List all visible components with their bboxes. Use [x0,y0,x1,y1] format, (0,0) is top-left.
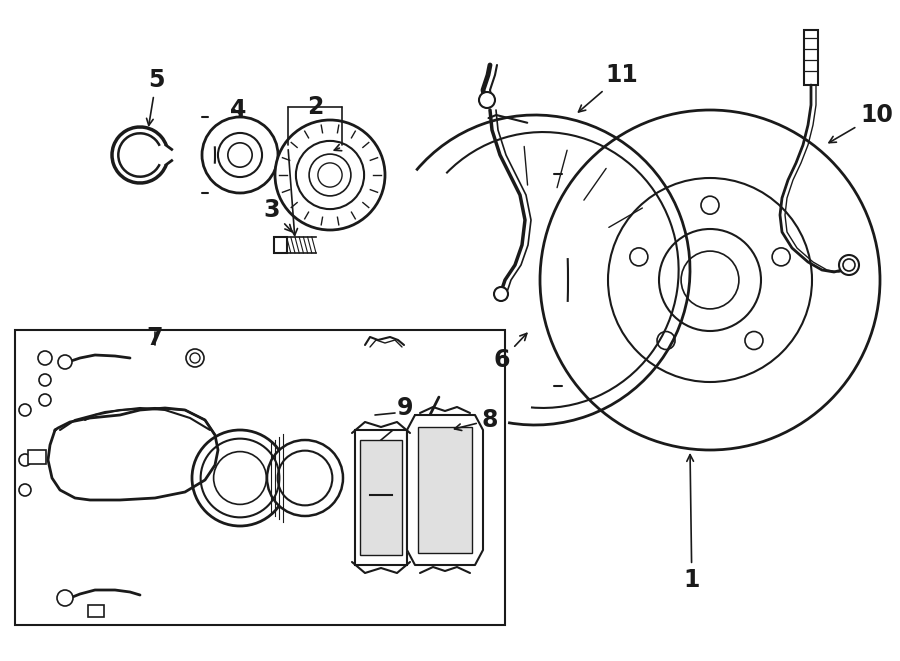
Text: 11: 11 [579,63,638,112]
Circle shape [275,120,385,230]
Circle shape [58,355,72,369]
Text: 6: 6 [493,333,526,372]
Circle shape [39,394,51,406]
Text: 9: 9 [397,396,413,420]
Circle shape [186,349,204,367]
Circle shape [38,351,52,365]
Text: 4: 4 [230,98,247,122]
Polygon shape [48,408,218,500]
Bar [274,237,286,253]
Circle shape [540,110,880,450]
Circle shape [19,484,31,496]
Text: 8: 8 [454,408,499,432]
Circle shape [479,92,495,108]
Text: 1: 1 [684,455,700,592]
Bar [804,30,818,85]
Bar [28,450,46,464]
Bar [360,440,402,555]
Circle shape [19,404,31,416]
Text: 7: 7 [147,326,163,350]
Circle shape [192,430,288,526]
Bar [15,330,505,625]
Text: 5: 5 [147,68,165,126]
Circle shape [57,590,73,606]
Circle shape [202,117,278,193]
Bar [88,605,104,617]
Circle shape [494,287,508,301]
Circle shape [839,255,859,275]
Circle shape [39,374,51,386]
Polygon shape [407,415,483,565]
Text: 10: 10 [829,103,893,143]
Text: 3: 3 [264,198,292,231]
Circle shape [267,440,343,516]
Bar [355,430,407,565]
Bar [418,427,472,553]
Text: 2: 2 [307,95,323,119]
Circle shape [19,454,31,466]
